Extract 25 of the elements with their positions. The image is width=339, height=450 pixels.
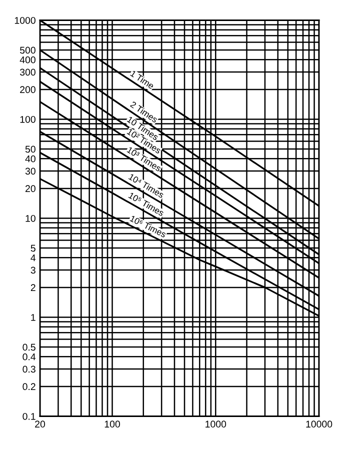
y-tick-label: 1000 [14, 16, 36, 24]
y-tick-label: 500 [20, 46, 36, 54]
y-tick-label: 200 [20, 86, 36, 94]
y-tick-label: 40 [25, 155, 36, 162]
y-tick-label: 1 [31, 314, 36, 321]
y-tick-label: 0.3 [22, 366, 36, 373]
y-tick-label: 5 [30, 244, 36, 252]
x-tick-label: 10000 [306, 420, 332, 428]
y-tick-label: 30 [25, 168, 36, 175]
y-tick-label: 20 [26, 185, 36, 192]
text: 1 Time [130, 70, 155, 90]
x-tick-label: 1000 [206, 420, 226, 428]
y-tick-label: 0.4 [22, 353, 36, 360]
y-tick-label: 0.5 [22, 344, 36, 351]
y-tick-label: 300 [20, 68, 36, 76]
y-tick-label: 100 [20, 116, 36, 123]
y-tick-label: 50 [25, 146, 36, 153]
y-tick-label: 3 [30, 266, 36, 274]
y-tick-label: 0.2 [22, 383, 36, 390]
y-tick-label: 400 [20, 56, 36, 64]
y-tick-label: 4 [30, 254, 36, 262]
y-tick-label: 0.1 [22, 412, 36, 420]
y-tick-label: 10 [26, 214, 36, 222]
x-tick-label: 100 [104, 420, 120, 428]
y-tick-label: 2 [30, 284, 36, 291]
